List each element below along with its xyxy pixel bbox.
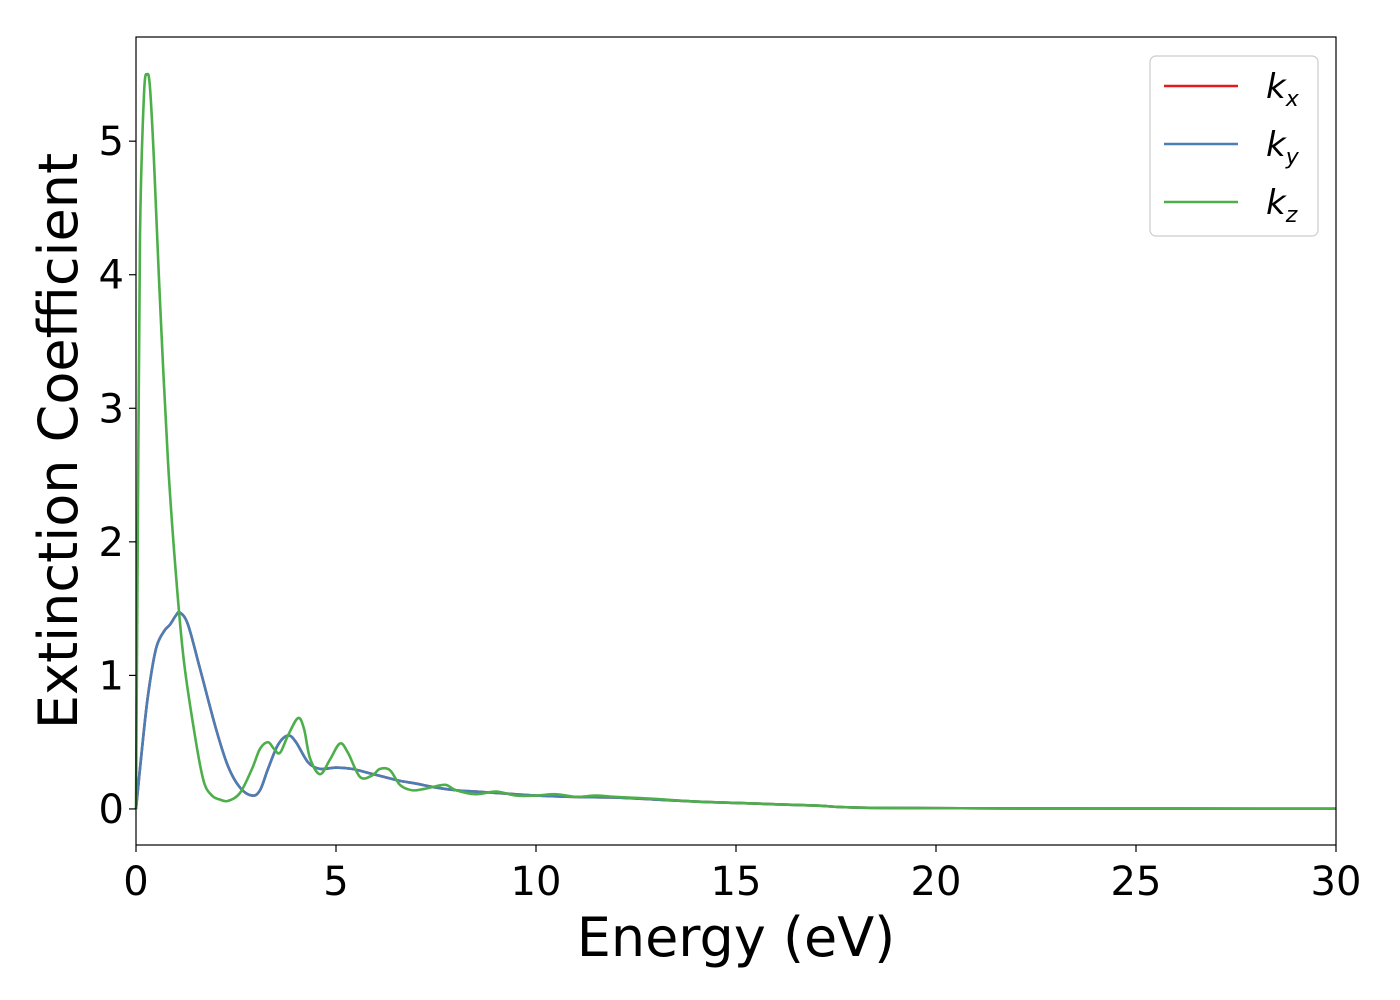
series-lines (134, 72, 1337, 810)
legend-box (1149, 55, 1319, 237)
y-tick-label: 1 (99, 653, 124, 699)
y-tick-label: 5 (99, 119, 124, 165)
legend-label-kx: kx (1266, 67, 1300, 112)
series-line-kz (134, 72, 1337, 810)
y-tick-label: 0 (99, 787, 124, 833)
legend-label-kz: kz (1266, 183, 1298, 228)
y-tick-label: 2 (99, 520, 124, 566)
x-tick-label: 0 (123, 859, 148, 905)
y-axis-ticks: 0 1 2 3 4 5 (99, 119, 136, 833)
x-tick-label: 15 (711, 859, 762, 905)
legend: kx ky kz (1149, 55, 1319, 237)
x-tick-label: 10 (511, 859, 562, 905)
x-axis-label: Energy (eV) (577, 906, 896, 969)
x-tick-label: 30 (1311, 859, 1362, 905)
y-tick-label: 4 (99, 253, 124, 299)
x-tick-label: 5 (323, 859, 348, 905)
y-tick-label: 3 (99, 386, 124, 432)
x-tick-label: 25 (1111, 859, 1162, 905)
x-axis-ticks: 0 5 10 15 20 25 30 (123, 845, 1361, 905)
y-axis-label: Extinction Coefficient (27, 153, 90, 729)
legend-label-ky: ky (1266, 125, 1300, 170)
x-tick-label: 20 (911, 859, 962, 905)
